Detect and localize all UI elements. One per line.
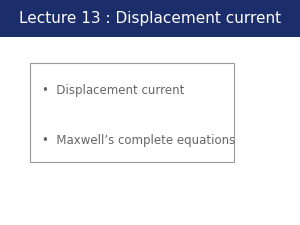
Text: •  Displacement current: • Displacement current bbox=[42, 84, 184, 97]
Bar bbox=[0, 0, 300, 37]
Bar bbox=[30, 63, 234, 162]
Text: •  Maxwell’s complete equations: • Maxwell’s complete equations bbox=[42, 134, 235, 147]
Text: Lecture 13 : Displacement current: Lecture 13 : Displacement current bbox=[19, 11, 281, 26]
